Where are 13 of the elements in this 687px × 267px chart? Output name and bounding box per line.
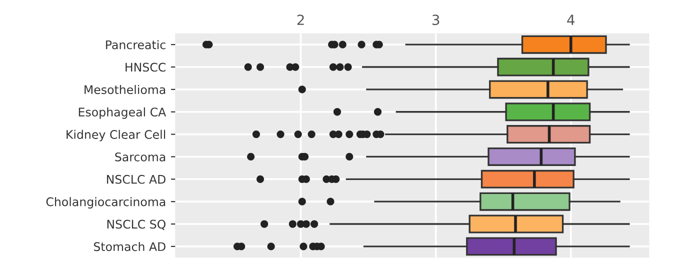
x-tick-label: 2: [297, 14, 304, 25]
y-tick-label: Esophageal CA: [78, 107, 166, 119]
x-tick-label: 4: [567, 14, 575, 25]
y-tick-label: Pancreatic: [106, 40, 166, 50]
y-tick-label: NSCLC SQ: [107, 220, 166, 230]
y-tick-label: Cholangiocarcinoma: [46, 197, 166, 209]
y-tick-label: Sarcoma: [115, 152, 166, 162]
y-tick-label: Kidney Clear Cell: [66, 130, 166, 142]
x-tick-label: 3: [432, 14, 440, 26]
y-tick-label: NSCLC AD: [107, 174, 166, 184]
y-tick-label: Stomach AD: [94, 242, 166, 252]
y-tick-label: Mesothelioma: [84, 84, 166, 94]
y-tick-label: HNSCC: [126, 62, 166, 72]
